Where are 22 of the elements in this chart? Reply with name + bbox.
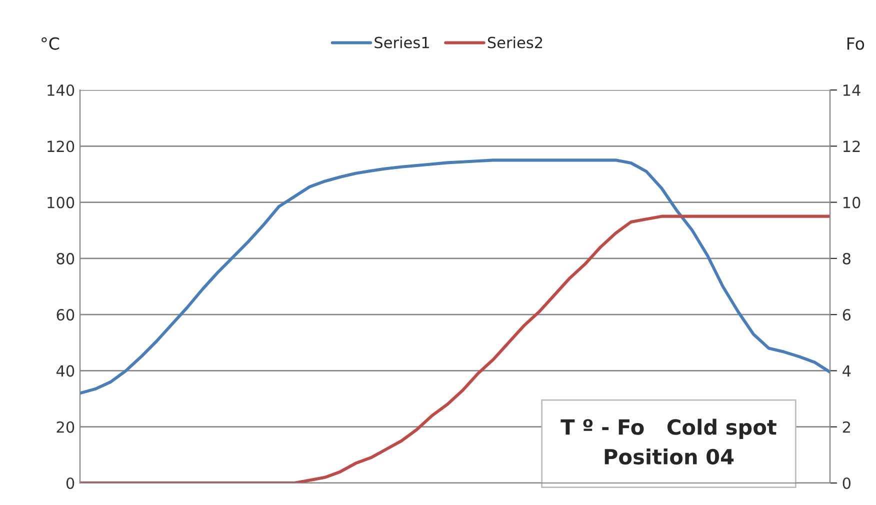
y-tick-label: 60 xyxy=(56,309,74,321)
y2-tick-label: 2 xyxy=(842,421,850,433)
y-tick-label: 120 xyxy=(48,140,74,152)
y-tick-label: 140 xyxy=(48,84,74,96)
y-tick-label: 0 xyxy=(66,477,74,490)
y2-tick-label: 12 xyxy=(843,140,860,152)
y2-tick-label: 8 xyxy=(842,252,850,264)
y2-tick-label: 10 xyxy=(843,196,860,208)
annotation: T º - Fo Cold spot Position 04 xyxy=(560,418,776,465)
y-axis-title: °C xyxy=(42,37,60,50)
y2-tick-label: 4 xyxy=(842,365,851,377)
legend-label: Series2 xyxy=(488,36,542,48)
y2-axis-title: Fo xyxy=(847,37,864,50)
y2-tick-label: 6 xyxy=(842,309,851,321)
y2-tick-label: 14 xyxy=(843,84,860,96)
y-tick-label: 80 xyxy=(56,252,74,264)
line-series xyxy=(80,158,830,395)
y-tick-label: 20 xyxy=(56,421,74,433)
y2-tick-label: 0 xyxy=(842,477,851,490)
legend-label: Series1 xyxy=(374,36,429,48)
y-tick-label: 40 xyxy=(56,365,74,377)
y-tick-label: 100 xyxy=(48,196,74,208)
